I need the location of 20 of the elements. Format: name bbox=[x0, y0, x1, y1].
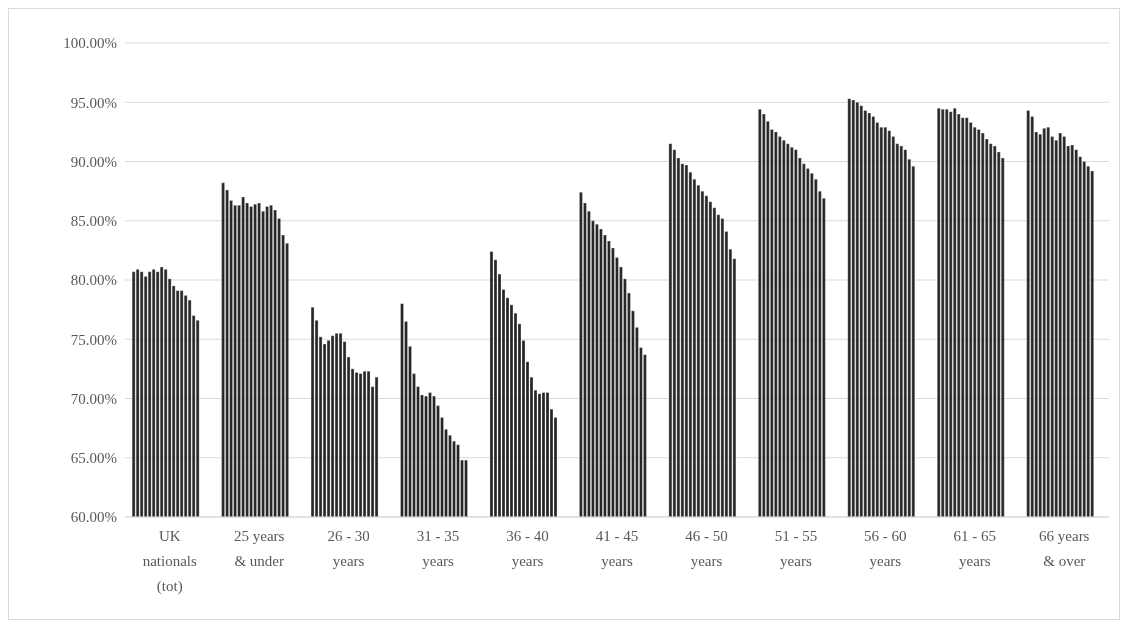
y-tick-label: 60.00% bbox=[70, 509, 117, 526]
y-tick-label: 80.00% bbox=[70, 272, 117, 289]
x-tick-label: 61 - 65 years bbox=[953, 528, 997, 569]
y-tick-label: 65.00% bbox=[70, 450, 117, 467]
x-tick-label: 31 - 35 years bbox=[416, 528, 460, 569]
x-tick-label: 25 years & under bbox=[233, 528, 285, 569]
y-tick-label: 90.00% bbox=[70, 153, 117, 170]
x-tick-label: UK nationals (tot) bbox=[142, 528, 197, 595]
x-tick-label: 26 - 30 years bbox=[327, 528, 370, 569]
y-tick-label: 85.00% bbox=[70, 213, 117, 230]
y-tick-label: 100.00% bbox=[63, 35, 117, 52]
x-tick-label: 51 - 55 years bbox=[774, 528, 818, 569]
x-tick-label: 56 - 60 years bbox=[864, 528, 907, 569]
x-tick-label: 46 - 50 years bbox=[685, 528, 728, 569]
y-tick-label: 70.00% bbox=[70, 390, 117, 407]
x-tick-label: 41 - 45 years bbox=[595, 528, 639, 569]
y-tick-label: 95.00% bbox=[70, 94, 117, 111]
y-tick-label: 75.00% bbox=[70, 331, 117, 348]
x-tick-label: 66 years & over bbox=[1039, 528, 1090, 569]
x-tick-label: 36 - 40 years bbox=[506, 528, 549, 569]
